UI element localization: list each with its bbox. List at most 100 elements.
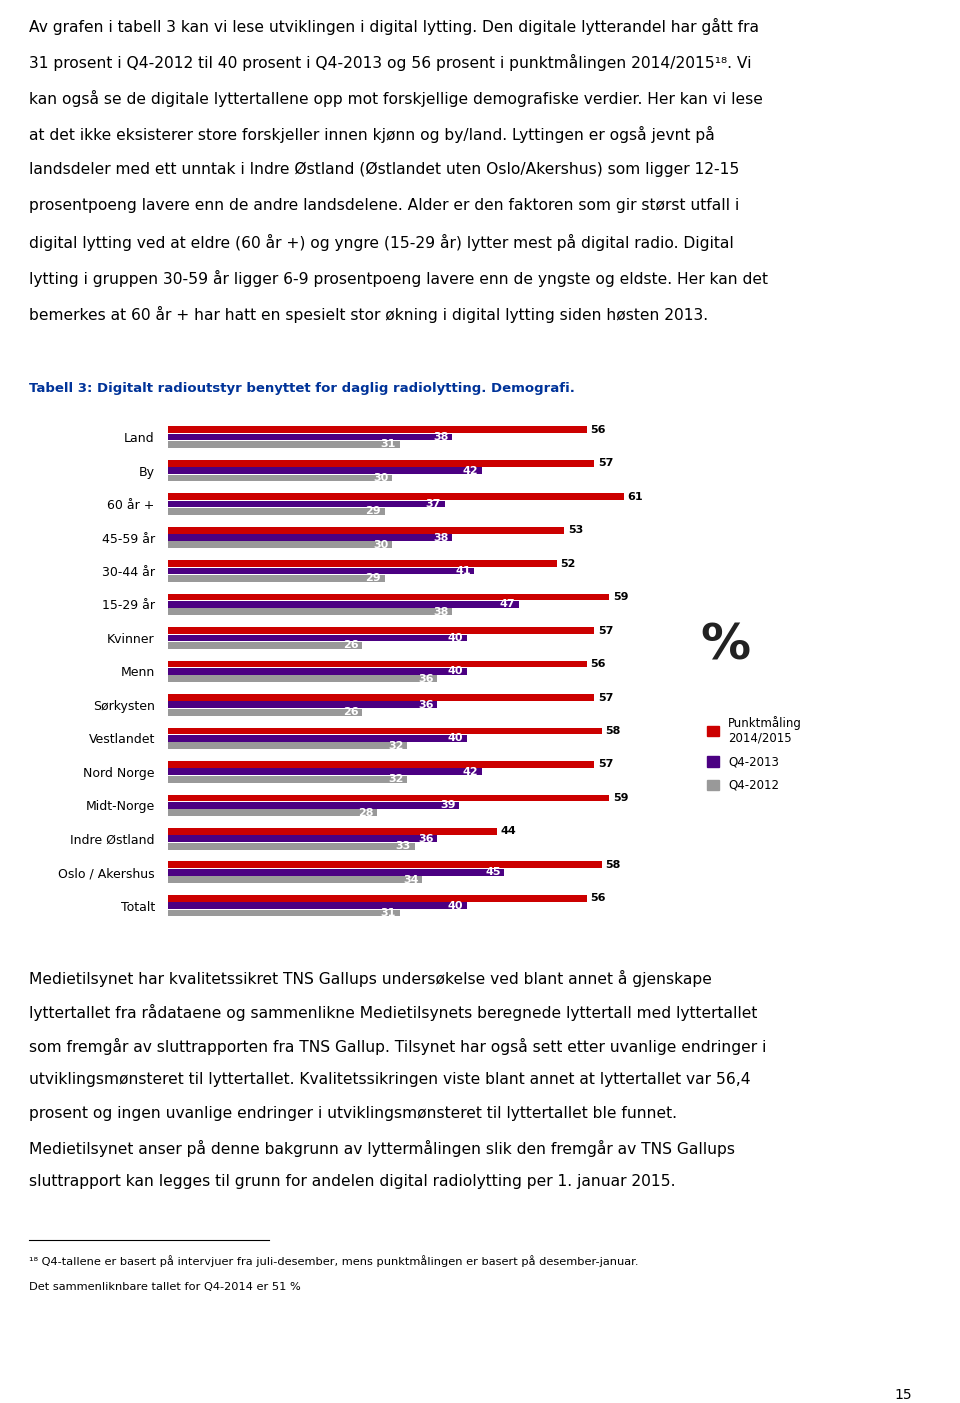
Bar xyxy=(168,568,474,574)
Text: 40: 40 xyxy=(447,901,464,911)
Text: 32: 32 xyxy=(388,774,403,784)
Bar xyxy=(168,742,407,749)
Legend: Punktmåling
2014/2015, Q4-2013, Q4-2012: Punktmåling 2014/2015, Q4-2013, Q4-2012 xyxy=(707,716,802,791)
Text: at det ikke eksisterer store forskjeller innen kjønn og by/land. Lyttingen er og: at det ikke eksisterer store forskjeller… xyxy=(29,126,714,143)
Bar xyxy=(168,535,452,542)
Bar xyxy=(168,902,467,909)
Text: Medietilsynet har kvalitetssikret TNS Gallups undersøkelse ved blant annet å gje: Medietilsynet har kvalitetssikret TNS Ga… xyxy=(29,969,711,988)
Text: 56: 56 xyxy=(590,894,606,904)
Text: 57: 57 xyxy=(598,693,613,703)
Bar xyxy=(168,575,385,582)
Bar xyxy=(168,728,602,734)
Bar xyxy=(168,508,385,515)
Bar xyxy=(168,501,444,508)
Text: 40: 40 xyxy=(447,666,464,676)
Bar xyxy=(168,634,467,641)
Text: 33: 33 xyxy=(396,842,411,852)
Bar xyxy=(168,909,399,916)
Bar xyxy=(168,709,362,716)
Bar xyxy=(168,861,602,868)
Bar xyxy=(168,895,587,902)
Text: 29: 29 xyxy=(366,574,381,584)
Text: %: % xyxy=(701,622,751,669)
Bar xyxy=(168,434,452,441)
Bar xyxy=(168,668,467,675)
Text: 38: 38 xyxy=(433,533,448,543)
Text: 42: 42 xyxy=(463,466,478,476)
Bar xyxy=(168,526,564,533)
Text: 31: 31 xyxy=(380,908,396,918)
Text: 34: 34 xyxy=(403,874,419,885)
Text: 32: 32 xyxy=(388,741,403,751)
Text: Tabell 3: Digitalt radioutstyr benyttet for daglig radiolytting. Demografi.: Tabell 3: Digitalt radioutstyr benyttet … xyxy=(29,382,575,396)
Text: 26: 26 xyxy=(343,640,359,651)
Bar xyxy=(168,494,624,499)
Text: lytting i gruppen 30-59 år ligger 6-9 prosentpoeng lavere enn de yngste og eldst: lytting i gruppen 30-59 år ligger 6-9 pr… xyxy=(29,269,768,288)
Bar xyxy=(168,474,393,481)
Bar xyxy=(168,542,393,549)
Bar xyxy=(168,877,422,882)
Bar xyxy=(168,675,437,682)
Bar xyxy=(168,441,399,448)
Text: prosentpoeng lavere enn de andre landsdelene. Alder er den faktoren som gir stør: prosentpoeng lavere enn de andre landsde… xyxy=(29,198,739,213)
Text: 31 prosent i Q4-2012 til 40 prosent i Q4-2013 og 56 prosent i punktmålingen 2014: 31 prosent i Q4-2012 til 40 prosent i Q4… xyxy=(29,53,752,72)
Bar xyxy=(168,467,482,474)
Text: 57: 57 xyxy=(598,459,613,469)
Bar xyxy=(168,643,362,648)
Bar xyxy=(168,661,587,668)
Text: 47: 47 xyxy=(500,599,516,609)
Bar xyxy=(168,694,594,702)
Text: lyttertallet fra rådataene og sammenlikne Medietilsynets beregnede lyttertall me: lyttertallet fra rådataene og sammenlikn… xyxy=(29,1005,757,1021)
Text: 15: 15 xyxy=(895,1388,912,1402)
Bar xyxy=(168,760,594,767)
Text: 61: 61 xyxy=(628,491,643,502)
Bar xyxy=(168,702,437,709)
Text: 52: 52 xyxy=(561,558,576,568)
Text: 57: 57 xyxy=(598,759,613,769)
Bar xyxy=(168,843,415,850)
Bar xyxy=(168,810,377,817)
Text: Det sammenliknbare tallet for Q4-2014 er 51 %: Det sammenliknbare tallet for Q4-2014 er… xyxy=(29,1282,300,1292)
Text: 30: 30 xyxy=(373,540,389,550)
Text: 40: 40 xyxy=(447,734,464,744)
Text: 38: 38 xyxy=(433,432,448,442)
Text: 53: 53 xyxy=(568,525,583,535)
Bar xyxy=(168,803,460,808)
Text: 58: 58 xyxy=(605,725,620,737)
Bar xyxy=(168,593,609,600)
Text: 36: 36 xyxy=(418,673,433,683)
Text: 59: 59 xyxy=(612,793,628,803)
Text: 58: 58 xyxy=(605,860,620,870)
Text: 36: 36 xyxy=(418,833,433,843)
Bar xyxy=(168,560,557,567)
Bar xyxy=(168,769,482,776)
Text: utviklingsmønsteret til lyttertallet. Kvalitetssikringen viste blant annet at ly: utviklingsmønsteret til lyttertallet. Kv… xyxy=(29,1072,751,1087)
Text: 31: 31 xyxy=(380,439,396,449)
Bar xyxy=(168,735,467,742)
Text: 56: 56 xyxy=(590,425,606,435)
Text: 59: 59 xyxy=(612,592,628,602)
Text: 42: 42 xyxy=(463,767,478,777)
Text: kan også se de digitale lyttertallene opp mot forskjellige demografiske verdier.: kan også se de digitale lyttertallene op… xyxy=(29,90,762,107)
Bar xyxy=(168,460,594,467)
Text: landsdeler med ett unntak i Indre Østland (Østlandet uten Oslo/Akershus) som lig: landsdeler med ett unntak i Indre Østlan… xyxy=(29,161,739,177)
Bar xyxy=(168,868,504,875)
Text: 41: 41 xyxy=(455,565,470,577)
Text: prosent og ingen uvanlige endringer i utviklingsmønsteret til lyttertallet ble f: prosent og ingen uvanlige endringer i ut… xyxy=(29,1106,677,1121)
Bar xyxy=(168,835,437,842)
Bar xyxy=(168,828,497,835)
Bar xyxy=(168,609,452,615)
Text: 57: 57 xyxy=(598,626,613,636)
Text: Av grafen i tabell 3 kan vi lese utviklingen i digital lytting. Den digitale lyt: Av grafen i tabell 3 kan vi lese utvikli… xyxy=(29,18,758,35)
Text: 28: 28 xyxy=(358,808,373,818)
Bar xyxy=(168,776,407,783)
Text: 36: 36 xyxy=(418,700,433,710)
Text: 26: 26 xyxy=(343,707,359,717)
Text: 44: 44 xyxy=(500,826,516,836)
Bar xyxy=(168,794,609,801)
Text: 40: 40 xyxy=(447,633,464,643)
Text: ¹⁸ Q4-tallene er basert på intervjuer fra juli-desember, mens punktmålingen er b: ¹⁸ Q4-tallene er basert på intervjuer fr… xyxy=(29,1256,638,1267)
Text: sluttrapport kan legges til grunn for andelen digital radiolytting per 1. januar: sluttrapport kan legges til grunn for an… xyxy=(29,1174,675,1188)
Text: bemerkes at 60 år + har hatt en spesielt stor økning i digital lytting siden høs: bemerkes at 60 år + har hatt en spesielt… xyxy=(29,306,708,323)
Bar xyxy=(168,427,587,434)
